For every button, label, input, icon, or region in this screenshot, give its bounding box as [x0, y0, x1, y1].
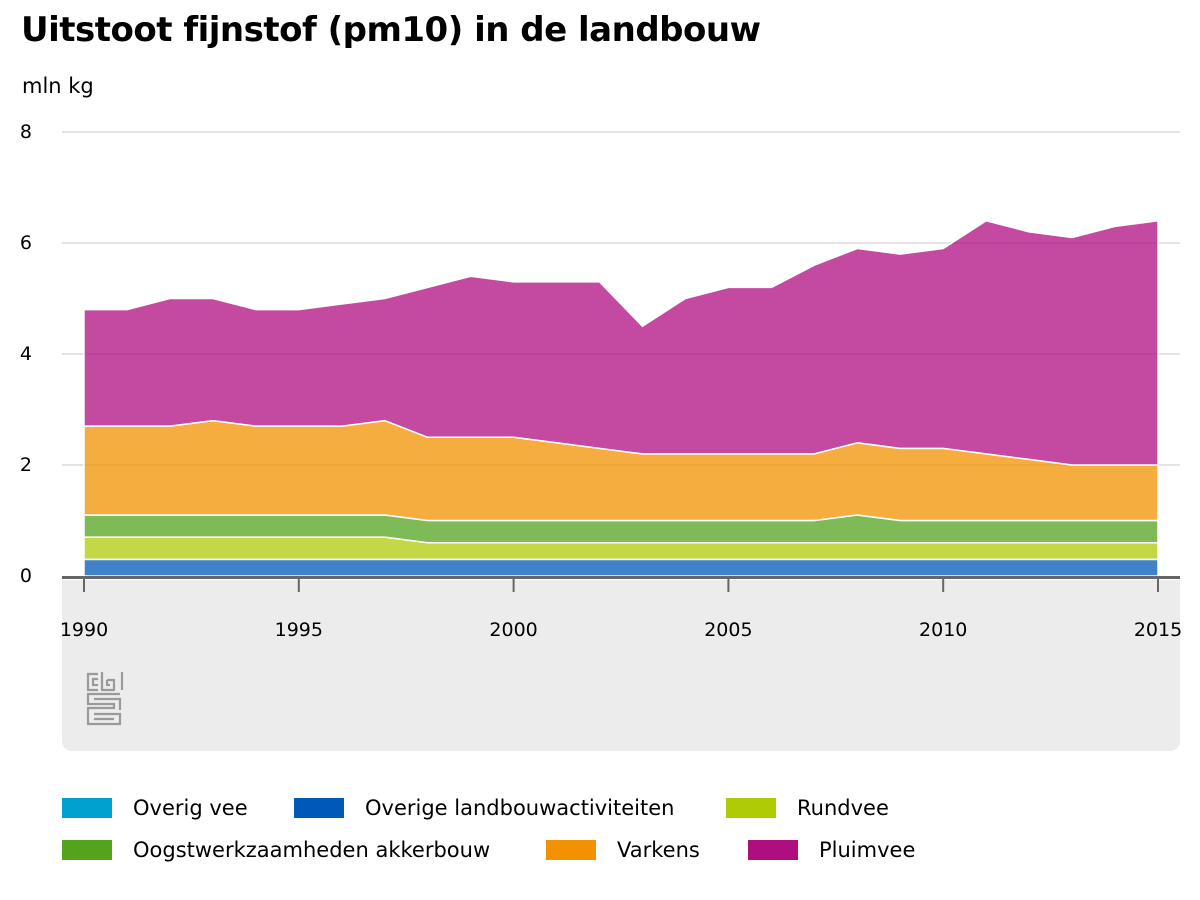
- legend-item: Rundvee: [726, 796, 889, 820]
- legend-swatch: [62, 840, 112, 860]
- legend-label: Pluimvee: [819, 838, 916, 862]
- y-tick-labels: 0 2 4 6 8: [20, 121, 32, 587]
- x-tick-label: 2000: [489, 619, 537, 641]
- legend-item: Oogstwerkzaamheden akkerbouw: [62, 838, 490, 862]
- legend-swatch: [748, 840, 798, 860]
- legend-label: Oogstwerkzaamheden akkerbouw: [133, 838, 491, 862]
- legend-label: Varkens: [617, 838, 700, 862]
- legend: Overig vee Overige landbouwactiviteiten Ru…: [62, 796, 1182, 876]
- x-axis-panel: [62, 580, 1180, 751]
- x-tick-label: 1995: [275, 619, 323, 641]
- area-series-6: [83, 220, 1159, 466]
- area-series-2: [83, 558, 1159, 577]
- cbs-logo: [86, 672, 124, 726]
- legend-label: Overig vee: [133, 796, 248, 820]
- chart-title: Uitstoot fijnstof (pm10) in de landbouw: [21, 10, 761, 50]
- legend-label: Rundvee: [797, 796, 889, 820]
- legend-item: Overig vee: [62, 796, 248, 820]
- x-tick-label: 1990: [60, 619, 108, 641]
- area-chart: 0 2 4 6 8 1990 1995 2000 2005 2010 2015: [20, 121, 1182, 641]
- y-axis-label: mln kg: [22, 74, 94, 98]
- legend-item: Overige landbouwactiviteiten: [294, 796, 674, 820]
- legend-swatch: [62, 798, 112, 818]
- y-tick-label: 2: [20, 454, 32, 476]
- x-tick-label: 2005: [704, 619, 752, 641]
- y-tick-label: 8: [20, 121, 32, 143]
- legend-item: Varkens: [546, 838, 700, 862]
- legend-item: Pluimvee: [748, 838, 915, 862]
- y-tick-label: 4: [20, 343, 32, 365]
- chart-areas: [62, 220, 1180, 579]
- x-tick-label: 2010: [919, 619, 967, 641]
- legend-swatch: [546, 840, 596, 860]
- legend-swatch: [294, 798, 344, 818]
- x-tick-labels: 1990 1995 2000 2005 2010 2015: [60, 579, 1182, 641]
- legend-label: Overige landbouwactiviteiten: [365, 796, 675, 820]
- x-tick-label: 2015: [1134, 619, 1182, 641]
- y-tick-label: 0: [20, 565, 32, 587]
- y-tick-label: 6: [20, 232, 32, 254]
- legend-swatch: [726, 798, 776, 818]
